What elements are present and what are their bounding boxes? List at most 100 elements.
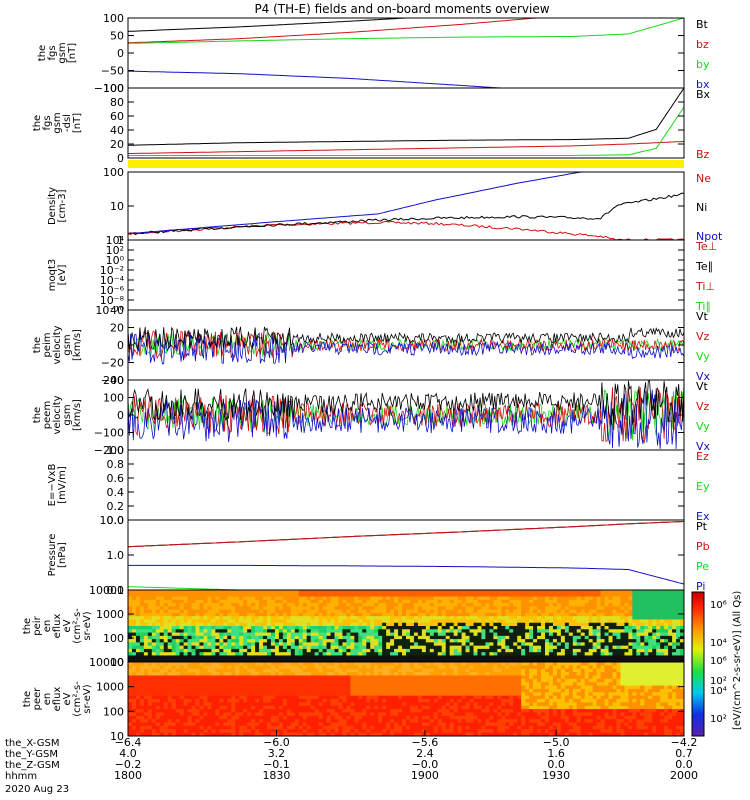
heatmap-cell bbox=[358, 675, 363, 680]
heatmap-cell bbox=[402, 606, 407, 611]
heatmap-cell bbox=[251, 715, 256, 720]
heatmap-cell bbox=[294, 695, 300, 700]
heatmap-cell bbox=[485, 648, 490, 653]
heatmap-cell bbox=[255, 629, 260, 633]
heatmap-cell bbox=[163, 722, 169, 727]
heatmap-cell bbox=[263, 685, 268, 690]
heatmap-cell bbox=[505, 622, 510, 627]
heatmap-cell bbox=[167, 675, 173, 680]
heatmap-cell bbox=[128, 688, 133, 693]
heatmap-cell bbox=[409, 596, 415, 601]
heatmap-cell bbox=[358, 632, 363, 637]
heatmap-cell bbox=[128, 622, 133, 627]
heatmap-cell bbox=[302, 692, 308, 697]
heatmap-cell bbox=[437, 593, 443, 597]
heatmap-cell bbox=[322, 596, 327, 601]
heatmap-cell bbox=[131, 682, 137, 686]
heatmap-cell bbox=[131, 609, 137, 614]
heatmap-cell bbox=[235, 590, 240, 594]
heatmap-cell bbox=[314, 662, 320, 666]
heatmap-cell bbox=[215, 722, 220, 727]
heatmap-cell bbox=[251, 593, 256, 597]
ytick-label: 0.1 bbox=[107, 584, 125, 597]
heatmap-cell bbox=[199, 705, 204, 710]
heatmap-cell bbox=[600, 619, 605, 624]
heatmap-cell bbox=[421, 645, 427, 650]
heatmap-cell bbox=[417, 626, 423, 630]
ytick-label: 0 bbox=[117, 409, 124, 422]
heatmap-cell bbox=[378, 695, 383, 700]
heatmap-cell bbox=[402, 665, 407, 670]
heatmap-cell bbox=[429, 590, 435, 594]
heatmap-cell bbox=[255, 662, 260, 666]
heatmap-cell bbox=[207, 632, 212, 637]
heatmap-cell bbox=[267, 606, 272, 611]
heatmap-cell bbox=[445, 626, 451, 630]
heatmap-cell bbox=[278, 596, 284, 601]
heatmap-cell bbox=[235, 642, 240, 647]
heatmap-cell bbox=[270, 626, 276, 630]
heatmap-cell bbox=[421, 709, 427, 713]
heatmap-cell bbox=[219, 685, 224, 690]
heatmap-cell bbox=[588, 609, 594, 614]
heatmap-cell bbox=[680, 596, 685, 601]
heatmap-cell bbox=[171, 692, 177, 697]
heatmap-cell bbox=[310, 725, 316, 730]
heatmap-cell bbox=[227, 590, 232, 594]
heatmap-cell bbox=[620, 632, 625, 637]
heatmap-cell bbox=[374, 705, 379, 710]
heatmap-cell bbox=[354, 662, 359, 666]
heatmap-cell bbox=[413, 648, 419, 653]
heatmap-cell bbox=[338, 725, 343, 730]
heatmap-cell bbox=[568, 622, 574, 627]
heatmap-cell bbox=[417, 715, 423, 720]
heatmap-cell bbox=[128, 668, 133, 673]
heatmap-cell bbox=[211, 619, 216, 624]
heatmap-cell bbox=[449, 642, 455, 647]
heatmap-cell bbox=[322, 645, 327, 650]
heatmap-cell bbox=[187, 678, 192, 683]
heatmap-cell bbox=[143, 629, 149, 633]
ytick-label: 0.4 bbox=[107, 486, 125, 499]
heatmap-cell bbox=[556, 658, 562, 663]
legend-Pt: Pt bbox=[696, 520, 708, 533]
heatmap-cell bbox=[390, 639, 395, 643]
heatmap-cell bbox=[473, 606, 478, 611]
heatmap-cell bbox=[207, 622, 212, 627]
heatmap-cell bbox=[517, 629, 522, 633]
heatmap-cell bbox=[358, 658, 363, 663]
heatmap-cell bbox=[251, 685, 256, 690]
heatmap-cell bbox=[556, 619, 562, 624]
heatmap-cell bbox=[298, 699, 304, 703]
heatmap-cell bbox=[382, 699, 387, 703]
heatmap-cell bbox=[413, 692, 419, 697]
heatmap-cell bbox=[576, 593, 582, 597]
heatmap-cell bbox=[473, 596, 478, 601]
heatmap-cell bbox=[322, 593, 327, 597]
heatmap-cell bbox=[298, 658, 304, 663]
heatmap-cell bbox=[131, 642, 137, 647]
heatmap-cell bbox=[151, 719, 157, 723]
heatmap-cell bbox=[461, 606, 466, 611]
heatmap-cell bbox=[437, 626, 443, 630]
heatmap-cell bbox=[251, 688, 256, 693]
heatmap-cell bbox=[465, 626, 470, 630]
heatmap-cell bbox=[223, 645, 228, 650]
heatmap-cell bbox=[330, 616, 335, 620]
heatmap-cell bbox=[421, 725, 427, 730]
heatmap-cell bbox=[409, 603, 415, 607]
heatmap-cell bbox=[255, 642, 260, 647]
heatmap-cell bbox=[243, 629, 248, 633]
heatmap-cell bbox=[489, 648, 494, 653]
heatmap-cell bbox=[334, 682, 339, 686]
ylabel-line: the bbox=[32, 337, 43, 353]
heatmap-cell bbox=[664, 612, 669, 617]
heatmap-cell bbox=[211, 709, 216, 713]
heatmap-cell bbox=[398, 719, 403, 723]
heatmap-cell bbox=[497, 629, 502, 633]
heatmap-cell bbox=[676, 619, 681, 624]
heatmap-cell bbox=[564, 626, 570, 630]
ylabel-line: [mV/m] bbox=[57, 466, 68, 504]
heatmap-cell bbox=[211, 616, 216, 620]
heatmap-cell bbox=[449, 599, 455, 604]
